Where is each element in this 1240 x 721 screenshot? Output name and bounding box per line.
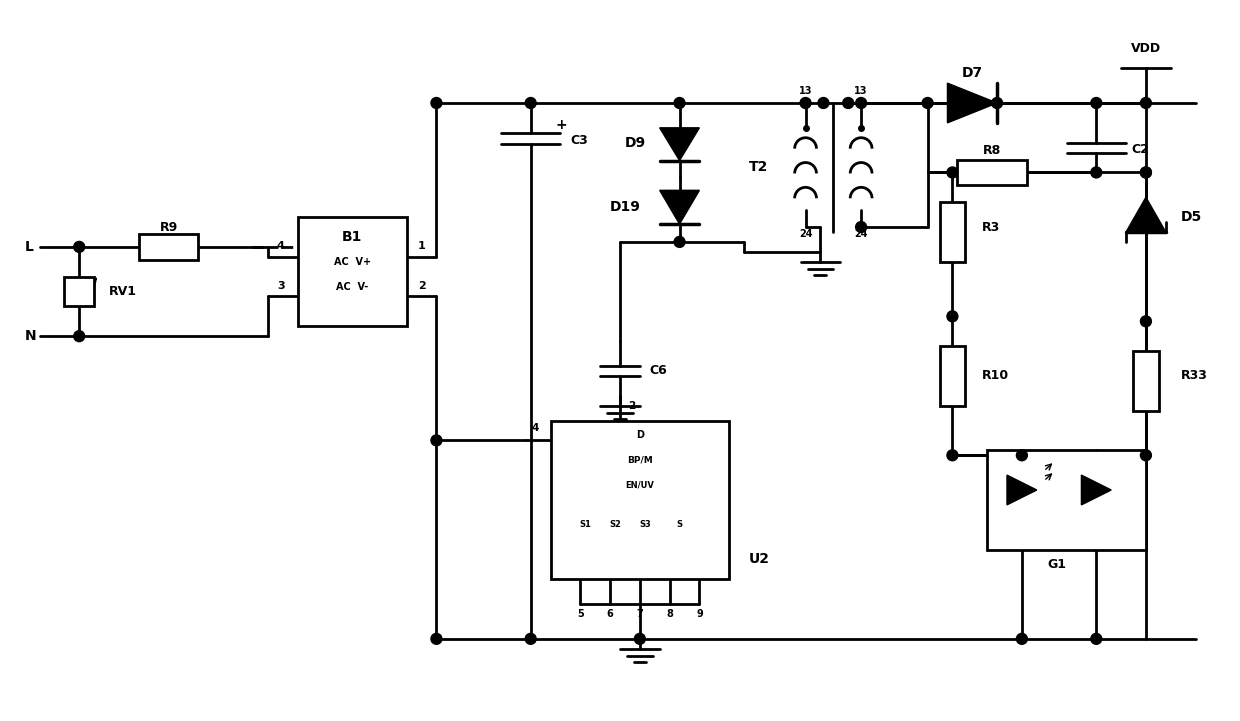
Text: R8: R8 bbox=[983, 144, 1001, 157]
Text: VDD: VDD bbox=[1131, 42, 1161, 55]
Circle shape bbox=[818, 97, 828, 108]
Circle shape bbox=[1091, 633, 1102, 645]
Circle shape bbox=[1017, 633, 1027, 645]
Text: 3: 3 bbox=[277, 280, 284, 291]
Circle shape bbox=[1091, 97, 1102, 108]
Polygon shape bbox=[947, 83, 997, 123]
Circle shape bbox=[526, 97, 536, 108]
Circle shape bbox=[1141, 316, 1152, 327]
Circle shape bbox=[992, 97, 1002, 108]
Text: 4: 4 bbox=[532, 423, 539, 433]
Text: U2: U2 bbox=[749, 552, 770, 567]
Text: AC  V+: AC V+ bbox=[334, 257, 371, 267]
Text: +: + bbox=[556, 118, 567, 132]
Circle shape bbox=[947, 450, 957, 461]
Circle shape bbox=[1141, 167, 1152, 178]
Text: 2: 2 bbox=[627, 401, 635, 411]
Bar bbox=[1133, 351, 1159, 411]
Text: 24: 24 bbox=[854, 229, 868, 239]
Circle shape bbox=[843, 97, 853, 108]
Circle shape bbox=[856, 97, 867, 108]
Circle shape bbox=[1141, 167, 1152, 178]
Text: D5: D5 bbox=[1180, 210, 1202, 224]
Text: L: L bbox=[25, 240, 33, 254]
Text: BP/M: BP/M bbox=[627, 456, 652, 465]
Text: D19: D19 bbox=[610, 200, 640, 214]
Polygon shape bbox=[660, 128, 699, 161]
Circle shape bbox=[675, 236, 684, 247]
Text: 13: 13 bbox=[799, 86, 812, 96]
Text: D7: D7 bbox=[962, 66, 983, 80]
Text: D9: D9 bbox=[624, 136, 646, 150]
Circle shape bbox=[432, 435, 441, 446]
Text: S2: S2 bbox=[609, 521, 621, 529]
Text: 5: 5 bbox=[577, 609, 584, 619]
Polygon shape bbox=[1126, 198, 1166, 232]
Text: 7: 7 bbox=[636, 609, 644, 619]
Bar bbox=[940, 202, 965, 262]
Circle shape bbox=[1141, 450, 1152, 461]
Text: G1: G1 bbox=[1047, 558, 1066, 571]
Text: C2: C2 bbox=[1131, 143, 1149, 156]
Text: 9: 9 bbox=[696, 609, 703, 619]
Text: S1: S1 bbox=[579, 521, 591, 529]
Text: 24: 24 bbox=[799, 229, 812, 239]
Circle shape bbox=[800, 97, 811, 108]
Circle shape bbox=[947, 167, 957, 178]
Text: C3: C3 bbox=[570, 134, 588, 147]
Text: 6: 6 bbox=[606, 609, 614, 619]
Circle shape bbox=[675, 97, 684, 108]
Text: S3: S3 bbox=[639, 521, 651, 529]
Circle shape bbox=[1141, 97, 1152, 108]
Circle shape bbox=[432, 633, 441, 645]
Circle shape bbox=[73, 331, 84, 342]
Polygon shape bbox=[1081, 475, 1111, 505]
Bar bbox=[551, 420, 729, 579]
Text: 1: 1 bbox=[418, 241, 425, 251]
Circle shape bbox=[1017, 450, 1027, 461]
Text: R10: R10 bbox=[982, 369, 1009, 382]
Text: R3: R3 bbox=[982, 221, 1001, 234]
Circle shape bbox=[526, 633, 536, 645]
Bar bbox=[987, 451, 1146, 549]
Bar bbox=[298, 217, 407, 327]
Circle shape bbox=[1091, 167, 1102, 178]
Text: R9: R9 bbox=[160, 221, 177, 234]
Bar bbox=[139, 234, 198, 260]
Text: AC  V-: AC V- bbox=[336, 282, 368, 291]
Text: 8: 8 bbox=[666, 609, 673, 619]
Circle shape bbox=[923, 97, 932, 108]
Polygon shape bbox=[660, 190, 699, 224]
Text: R33: R33 bbox=[1180, 369, 1208, 382]
Text: RV1: RV1 bbox=[109, 285, 136, 298]
Bar bbox=[940, 346, 965, 406]
Text: B1: B1 bbox=[342, 230, 362, 244]
Text: D: D bbox=[636, 430, 644, 441]
Circle shape bbox=[947, 311, 957, 322]
Circle shape bbox=[635, 633, 645, 645]
Text: T2: T2 bbox=[749, 161, 769, 174]
Circle shape bbox=[73, 242, 84, 252]
Text: EN/UV: EN/UV bbox=[625, 480, 655, 490]
Text: C6: C6 bbox=[650, 364, 667, 377]
Text: 2: 2 bbox=[418, 280, 425, 291]
Text: N: N bbox=[25, 329, 36, 343]
Text: 4: 4 bbox=[277, 241, 284, 251]
Circle shape bbox=[856, 221, 867, 232]
Circle shape bbox=[432, 97, 441, 108]
Bar bbox=[957, 159, 1027, 185]
Polygon shape bbox=[1007, 475, 1037, 505]
Text: S: S bbox=[677, 521, 682, 529]
Bar bbox=[64, 277, 94, 306]
Text: 13: 13 bbox=[854, 86, 868, 96]
